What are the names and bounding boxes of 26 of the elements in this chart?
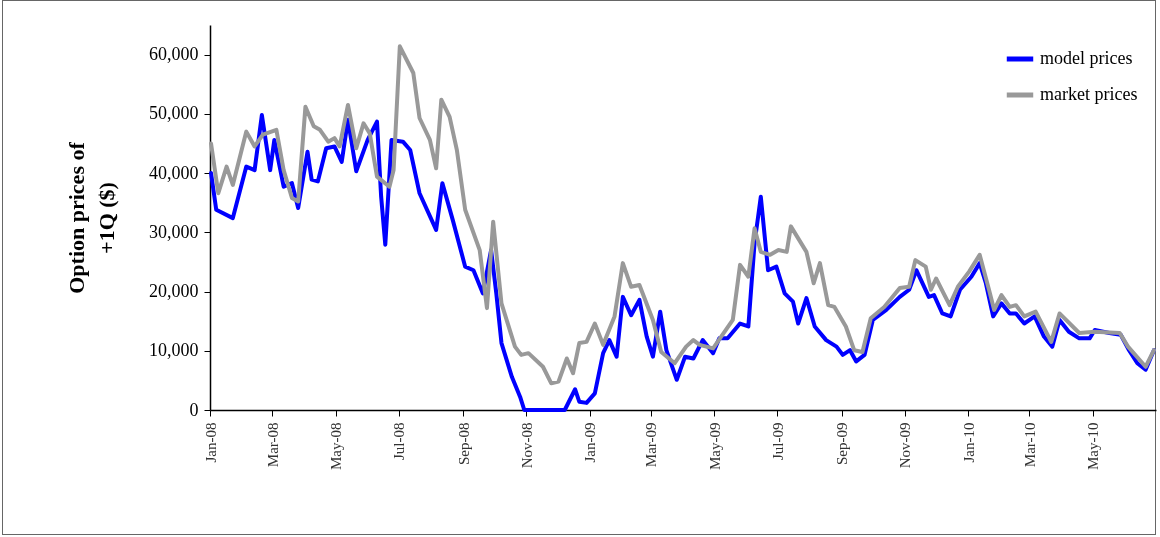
x-tick-label: Mar-09 bbox=[643, 422, 660, 468]
y-axis-title: Option prices of +1Q ($) bbox=[64, 141, 119, 294]
y-tick-label: 10,000 bbox=[149, 340, 199, 361]
x-tick-label: Nov-08 bbox=[518, 422, 535, 469]
x-tick-label: Jul-09 bbox=[769, 422, 786, 460]
x-tick-label: May-09 bbox=[706, 422, 723, 470]
x-tick-label: Jan-09 bbox=[582, 422, 599, 463]
legend-label: market prices bbox=[1040, 84, 1138, 104]
x-tick-label: Jan-10 bbox=[960, 422, 977, 463]
x-tick-label: Sep-09 bbox=[834, 422, 851, 465]
y-tick-label: 30,000 bbox=[149, 221, 199, 242]
y-tick-label: 60,000 bbox=[149, 44, 199, 65]
y-tick-label: 50,000 bbox=[149, 103, 199, 124]
x-tick-label: Mar-10 bbox=[1021, 422, 1038, 468]
y-tick-label: 0 bbox=[189, 399, 199, 420]
x-tick-label: May-10 bbox=[1085, 422, 1102, 470]
y-tick-label: 40,000 bbox=[149, 162, 199, 183]
legend-label: model prices bbox=[1040, 48, 1133, 68]
line-series bbox=[209, 44, 1156, 386]
y-tick-label: 20,000 bbox=[149, 281, 199, 302]
x-tick-label: Mar-08 bbox=[264, 422, 281, 468]
x-tick-label: May-08 bbox=[328, 422, 345, 470]
x-tick-label: Jan-08 bbox=[202, 422, 219, 463]
x-tick-label: Sep-08 bbox=[455, 422, 472, 465]
x-tick-label: Jul-08 bbox=[391, 422, 408, 460]
x-tick-label: Nov-09 bbox=[897, 422, 914, 469]
